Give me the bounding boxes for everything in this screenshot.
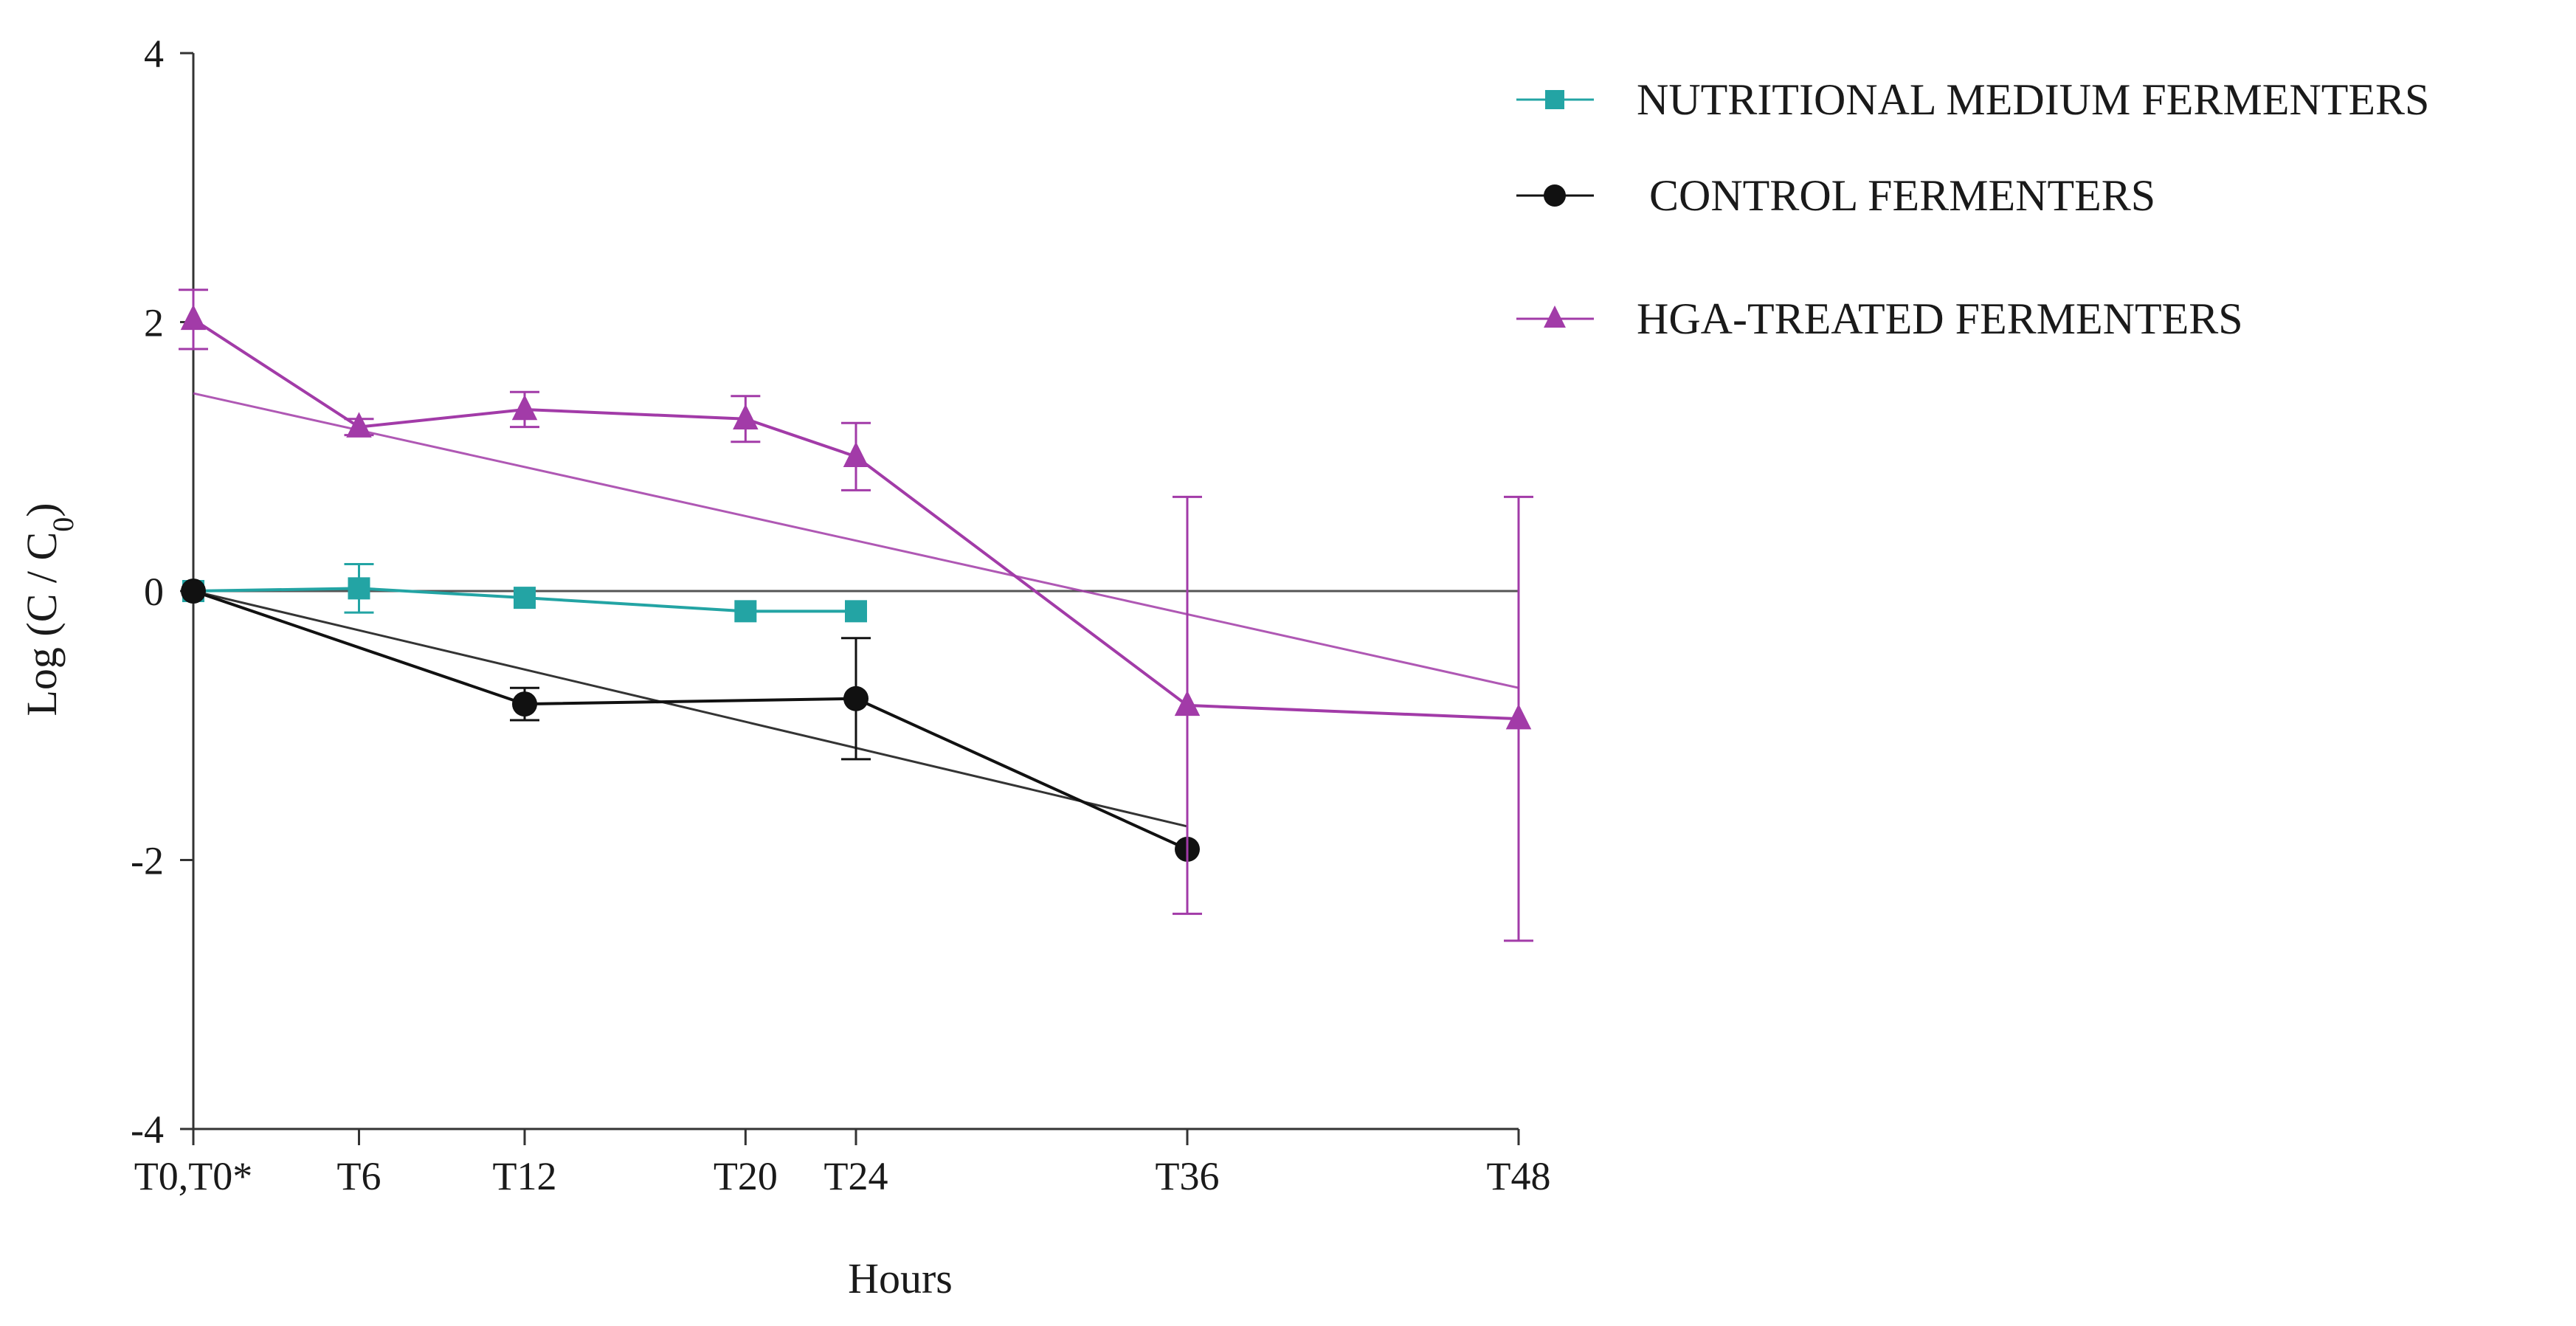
y-tick-label: 4: [144, 32, 164, 76]
data-point: [514, 587, 536, 610]
series-group: [179, 289, 1533, 942]
data-point: [346, 412, 372, 438]
x-tick-label: T0,T0*: [134, 1154, 252, 1198]
series: [179, 289, 1533, 942]
x-tick-label: T36: [1156, 1154, 1220, 1198]
x-tick-label: T20: [714, 1154, 778, 1198]
y-tick-label: 2: [144, 301, 164, 345]
data-point: [733, 404, 759, 429]
x-tick-label: T12: [493, 1154, 557, 1198]
series-line: [193, 590, 1188, 851]
y-tick-label: -4: [131, 1108, 164, 1152]
legend-marker: [1545, 90, 1564, 109]
legend-entry: NUTRITIONAL MEDIUM FERMENTERS: [1516, 75, 2429, 124]
legend-entry: CONTROL FERMENTERS: [1516, 171, 2155, 220]
data-point: [181, 579, 206, 604]
y-tick-label: -2: [131, 839, 164, 883]
data-point: [180, 304, 207, 331]
legend-marker: [1544, 305, 1566, 328]
trend-line: [193, 590, 1188, 828]
y-tick-label: 0: [144, 570, 164, 614]
y-axis-title: Log (C / C0): [18, 503, 80, 716]
legend-marker: [1544, 184, 1566, 207]
data-point: [348, 577, 370, 600]
legend-label: HGA-TREATED FERMENTERS: [1637, 294, 2243, 343]
axes: 4 2 0 -2 -4T0,T0* T6 T12 T20 T24 T36 T48 Hours Log (…: [18, 32, 1551, 1302]
data-point: [512, 691, 537, 717]
series-group: [181, 579, 1200, 862]
trend-lines: [193, 392, 1519, 828]
data-point: [734, 600, 757, 623]
data-point: [1505, 703, 1532, 730]
x-tick-label: T48: [1487, 1154, 1551, 1198]
x-tick-label: T24: [824, 1154, 888, 1198]
data-point: [843, 441, 869, 467]
data-point: [511, 394, 538, 421]
x-tick-label: T6: [337, 1154, 381, 1198]
data-point: [845, 600, 867, 623]
x-axis-title: Hours: [848, 1254, 953, 1302]
legend-label: CONTROL FERMENTERS: [1649, 171, 2155, 220]
legend-entry: HGA-TREATED FERMENTERS: [1516, 294, 2243, 343]
data-point: [843, 686, 869, 711]
trend-line: [193, 392, 1519, 689]
legend-label: NUTRITIONAL MEDIUM FERMENTERS: [1637, 75, 2429, 124]
legend: NUTRITIONAL MEDIUM FERMENTERS CONTROL FER…: [1516, 75, 2429, 343]
data-point: [1174, 690, 1201, 716]
